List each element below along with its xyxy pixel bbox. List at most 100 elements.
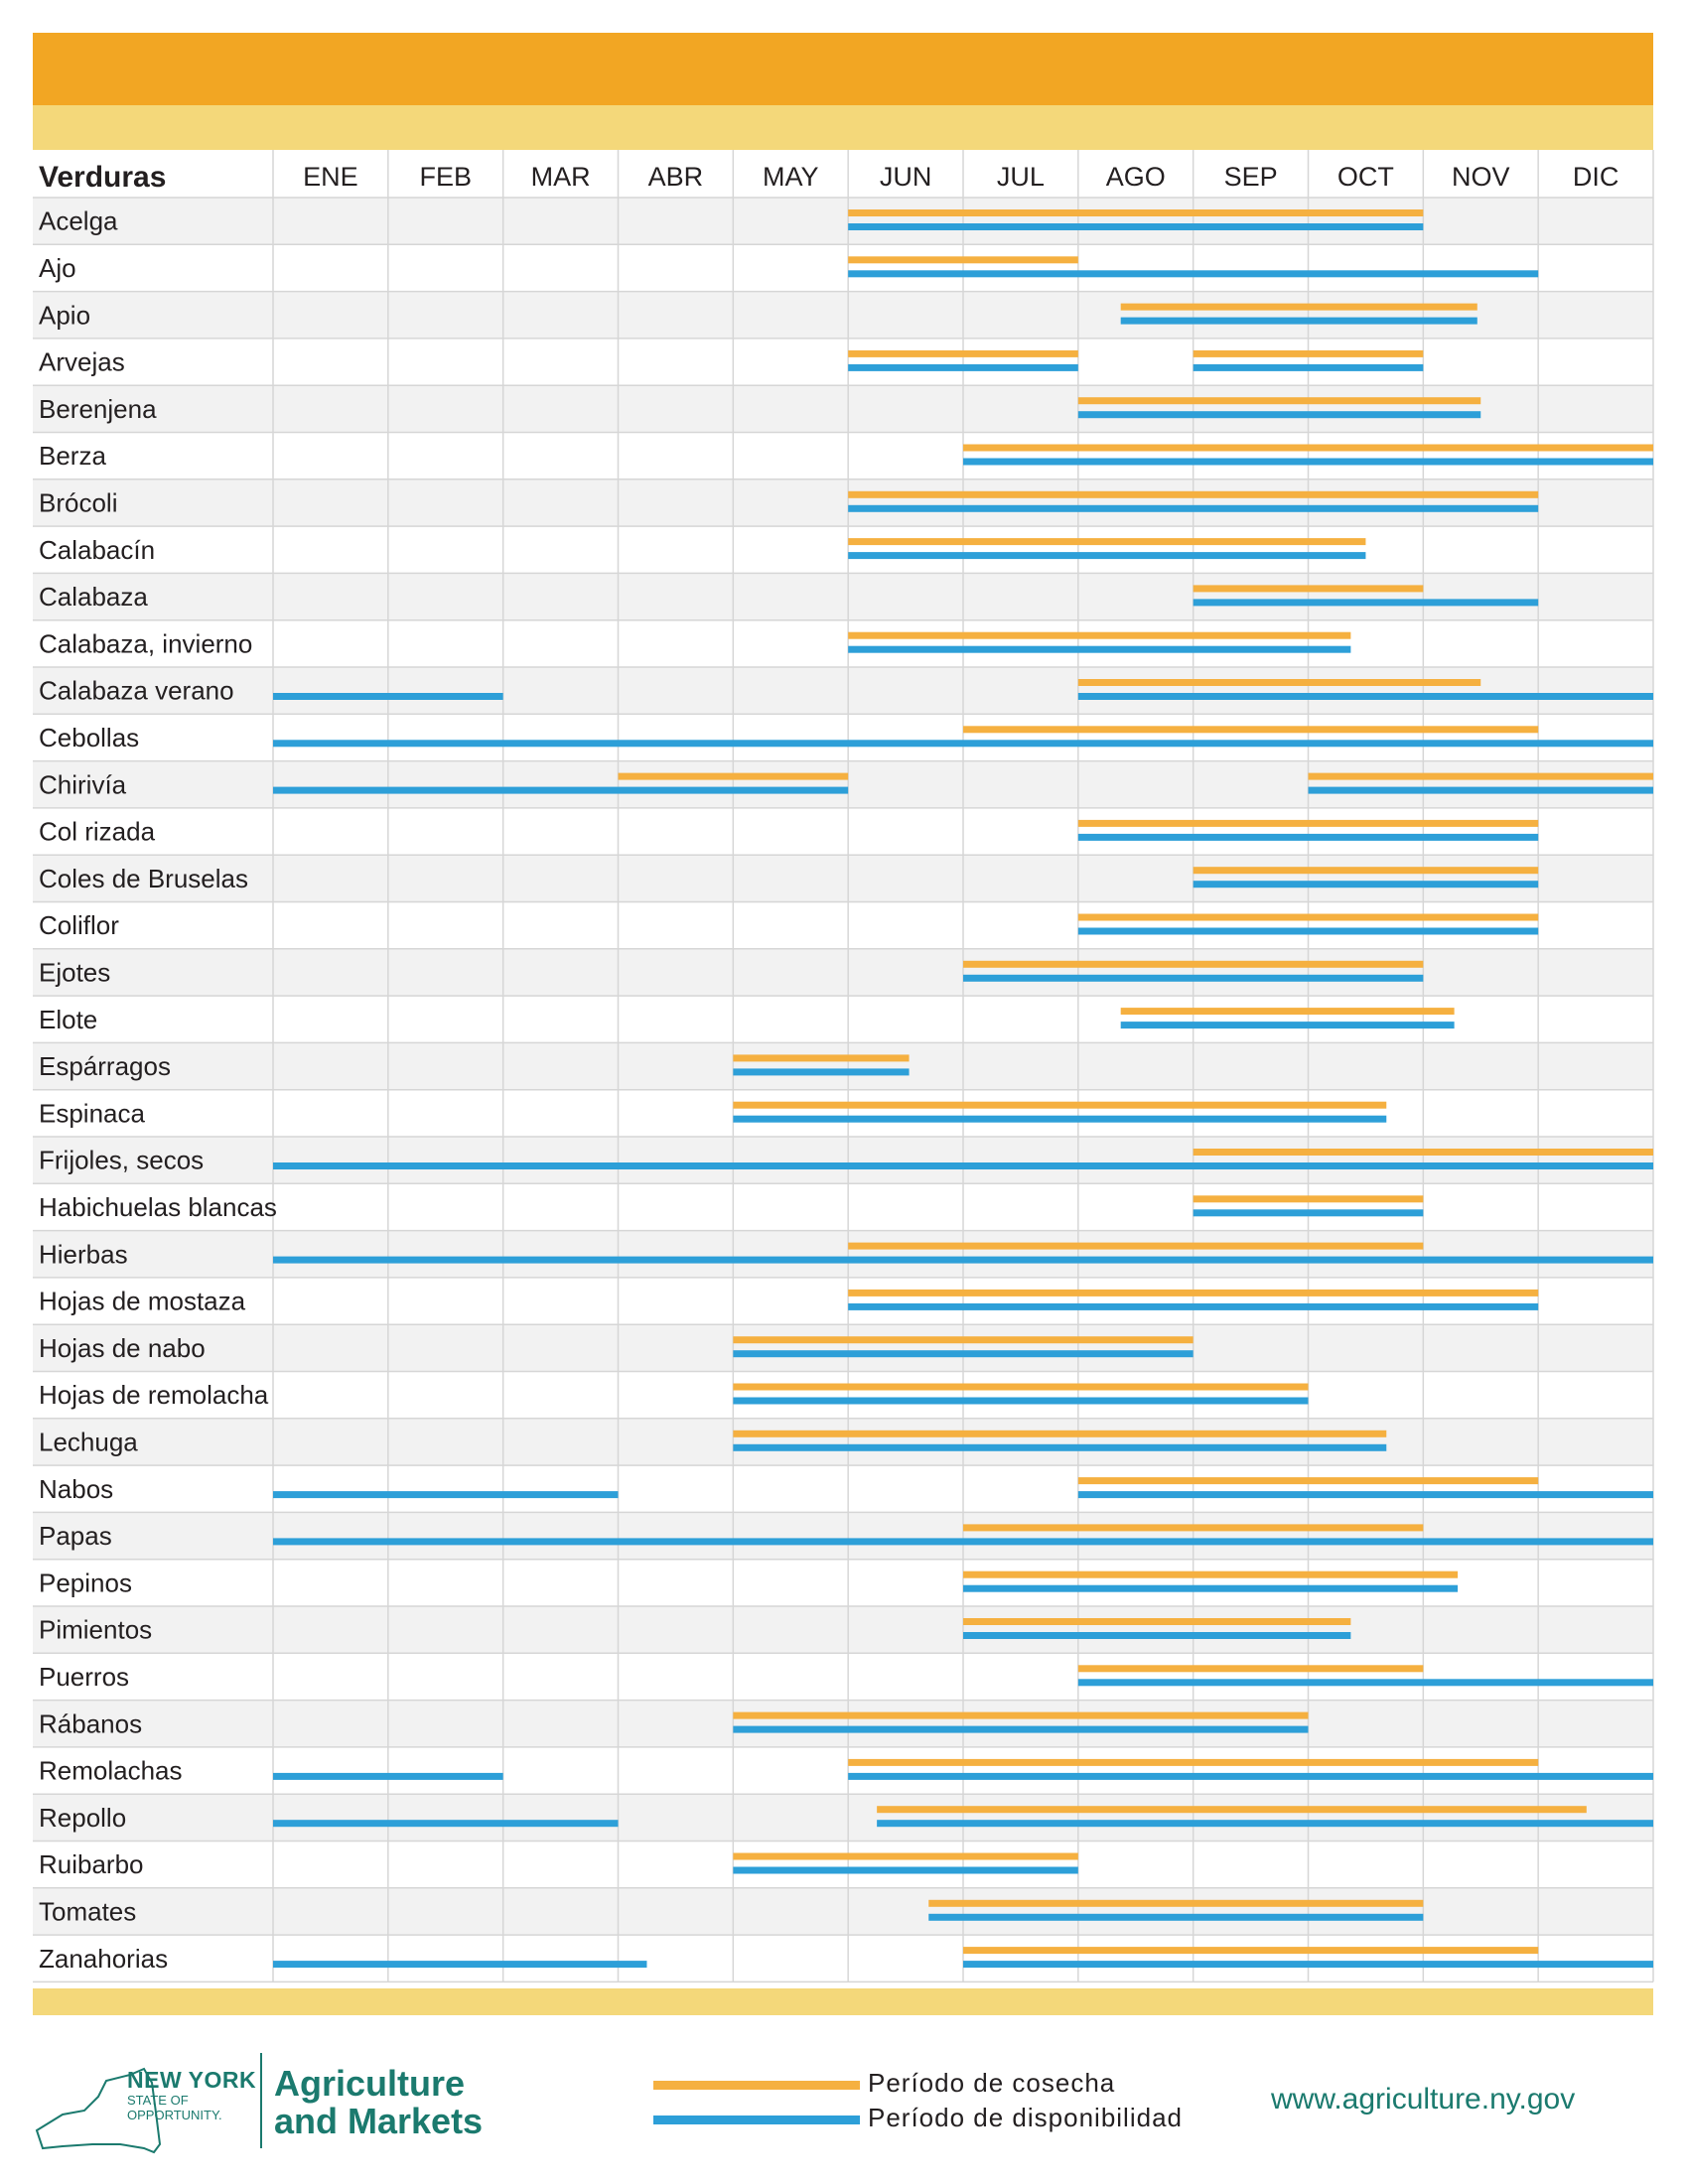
availability-bar — [733, 1350, 1194, 1358]
harvest-bar — [848, 1758, 1539, 1766]
harvest-bar — [963, 960, 1424, 968]
vegetable-label: Calabaza verano — [39, 676, 234, 706]
vegetable-label: Lechuga — [39, 1427, 138, 1456]
harvest-bar — [848, 490, 1539, 498]
availability-bar — [877, 1820, 1653, 1828]
agency-line-1: Agriculture — [274, 2063, 466, 2104]
harvest-bar — [733, 1430, 1387, 1437]
harvest-bar — [1077, 1477, 1539, 1485]
vegetable-label: Puerros — [39, 1662, 129, 1692]
month-label-ene: ENE — [303, 162, 358, 192]
availability-bar — [1193, 599, 1539, 607]
harvest-bar — [963, 1947, 1539, 1955]
harvest-bar — [848, 256, 1078, 264]
column-header-verduras: Verduras — [39, 161, 166, 194]
harvest-bar — [1193, 1149, 1653, 1156]
availability-bar — [273, 1162, 1653, 1169]
logo-divider — [260, 2053, 262, 2148]
harvest-bar — [1077, 679, 1481, 686]
vegetable-label: Berza — [39, 441, 106, 471]
vegetable-label: Elote — [39, 1005, 97, 1034]
row-background — [33, 855, 1653, 902]
harvest-bar — [848, 349, 1078, 357]
availability-bar — [273, 786, 849, 794]
vegetable-label: Col rizada — [39, 817, 156, 847]
row-background — [33, 291, 1653, 339]
month-label-oct: OCT — [1337, 162, 1394, 192]
availability-bar — [1308, 786, 1653, 794]
vegetable-label: Rábanos — [39, 1708, 142, 1738]
vegetable-label: Calabacín — [39, 535, 155, 565]
harvest-bar — [1193, 349, 1424, 357]
vegetable-label: Arvejas — [39, 347, 125, 377]
vegetable-label: Habichuelas blancas — [39, 1192, 277, 1222]
vegetable-label: Ruibarbo — [39, 1849, 144, 1879]
harvest-bar — [733, 1054, 910, 1062]
row-background — [33, 385, 1653, 433]
availability-bar — [848, 270, 1539, 278]
row-background — [33, 760, 1653, 808]
availability-bar — [1193, 1209, 1424, 1217]
availability-bar — [273, 1820, 619, 1828]
vegetable-label: Espinaca — [39, 1098, 145, 1128]
availability-bar — [963, 1632, 1351, 1639]
logo-subtitle-line-2: OPPORTUNITY. — [127, 2108, 222, 2122]
row-background — [33, 478, 1653, 527]
vegetable-label: Pepinos — [39, 1568, 132, 1597]
row-background — [33, 1887, 1653, 1936]
harvest-bar — [848, 209, 1424, 216]
availability-bar — [273, 740, 1653, 748]
harvest-bar — [618, 772, 849, 780]
harvest-bar — [963, 1618, 1351, 1625]
row-background — [33, 948, 1653, 997]
harvest-bar — [963, 444, 1653, 452]
harvest-bar — [733, 1852, 1078, 1860]
vegetable-label: Ejotes — [39, 957, 110, 987]
harvest-bar — [963, 1570, 1459, 1578]
vegetable-label: Espárragos — [39, 1051, 171, 1081]
row-background — [33, 1137, 1653, 1184]
vegetable-label: Coliflor — [39, 910, 119, 940]
row-background — [33, 573, 1653, 620]
availability-bar — [733, 1397, 1309, 1405]
vegetable-label: Hierbas — [39, 1239, 128, 1269]
harvest-bar — [848, 631, 1351, 639]
vegetable-label: Pimientos — [39, 1615, 152, 1645]
row-background — [33, 1512, 1653, 1560]
logo-subtitle-line-1: STATE OF — [127, 2093, 189, 2108]
row-background — [33, 1606, 1653, 1654]
harvest-bar — [963, 726, 1539, 734]
vegetable-label: Frijoles, secos — [39, 1146, 204, 1175]
month-label-jul: JUL — [997, 162, 1045, 192]
vegetable-label: Remolachas — [39, 1756, 183, 1786]
harvest-bar — [1120, 1008, 1455, 1016]
month-label-dic: DIC — [1573, 162, 1619, 192]
row-background — [33, 1418, 1653, 1466]
vegetable-label: Tomates — [39, 1896, 136, 1926]
website-link[interactable]: www.agriculture.ny.gov — [1271, 2083, 1576, 2116]
availability-bar — [273, 1961, 647, 1969]
month-label-jun: JUN — [880, 162, 932, 192]
availability-bar — [273, 1256, 1653, 1264]
availability-bar — [1120, 1022, 1455, 1029]
availability-bar — [733, 1443, 1387, 1451]
availability-bar — [1077, 1491, 1653, 1499]
footer-band — [33, 1988, 1653, 2015]
vegetable-label: Apio — [39, 300, 90, 330]
harvest-bar — [733, 1336, 1194, 1344]
harvest-bar — [963, 1524, 1424, 1532]
availability-bar — [273, 693, 503, 700]
availability-bar — [1077, 927, 1539, 935]
availability-bar — [848, 223, 1424, 230]
harvest-bar — [1120, 303, 1477, 311]
availability-bar — [273, 1491, 619, 1499]
vegetable-label: Coles de Bruselas — [39, 864, 248, 893]
vegetable-label: Cebollas — [39, 723, 139, 752]
month-label-nov: NOV — [1452, 162, 1510, 192]
vegetable-label: Brócoli — [39, 487, 117, 517]
row-background — [33, 1230, 1653, 1278]
harvest-bar — [848, 538, 1366, 546]
row-background — [33, 198, 1653, 245]
vegetable-label: Hojas de nabo — [39, 1333, 206, 1363]
agency-line-2: and Markets — [274, 2101, 484, 2141]
